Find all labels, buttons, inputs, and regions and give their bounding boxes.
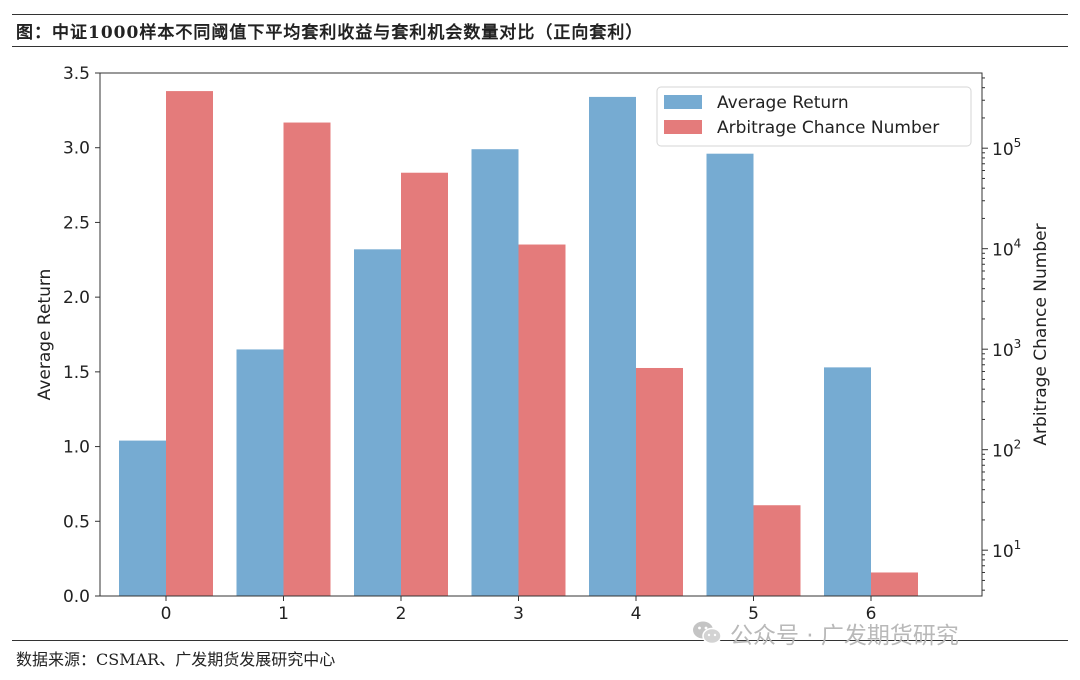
dual-axis-bar-chart: 0 1 2 3 4 5 6 0.0 0.5 1.0 1.5 2.0 2.5 3.0 3.5 Average R… <box>35 64 1051 624</box>
axes-group: 0 1 2 3 4 5 6 0.0 0.5 1.0 1.5 2.0 2.5 3.0 3.5 Average R… <box>35 64 1051 624</box>
y2-tick-label: 102 <box>992 438 1021 462</box>
chance-number-bar-4 <box>636 367 683 596</box>
y2-tick-label: 101 <box>992 538 1021 562</box>
x-tick-label: 3 <box>513 604 524 624</box>
y-tick-label: 0.5 <box>63 512 90 532</box>
wechat-icon <box>693 621 722 645</box>
y-tick-label: 0.0 <box>63 587 90 607</box>
watermark: 公众号 · 广发期货研究 <box>692 616 959 650</box>
average-return-bar-0 <box>119 440 166 596</box>
legend-box <box>656 86 972 147</box>
y-tick-label: 1.0 <box>63 438 90 458</box>
figure-source: 数据来源：CSMAR、广发期货发展研究中心 <box>16 650 336 669</box>
average-return-bar-4 <box>589 96 636 596</box>
chance-number-bar-6 <box>871 572 918 596</box>
y-axis-label: Average Return <box>35 269 55 401</box>
bars-group <box>119 91 918 597</box>
average-return-bar-1 <box>236 349 284 596</box>
y-tick-label: 2.0 <box>63 288 90 308</box>
x-tick-label: 0 <box>161 604 172 624</box>
legend: Average Return Arbitrage Chance Number <box>656 86 972 147</box>
watermark-text: 公众号 · 广发期货研究 <box>730 623 959 649</box>
average-return-bar-5 <box>706 153 754 597</box>
x-tick-label: 1 <box>278 604 289 624</box>
y2-tick-label: 103 <box>992 337 1021 361</box>
x-tick-label: 2 <box>396 604 407 624</box>
chance-number-bar-0 <box>166 91 213 596</box>
y-tick-label: 3.5 <box>63 64 90 84</box>
average-return-bar-6 <box>824 367 871 596</box>
top-rule <box>12 14 1068 15</box>
chance-number-bar-2 <box>401 172 448 596</box>
y-tick-label: 1.5 <box>63 363 90 383</box>
chance-number-bar-3 <box>518 244 566 596</box>
legend-label: Average Return <box>717 93 849 113</box>
chance-number-bar-5 <box>753 505 801 596</box>
y-tick-label: 3.0 <box>63 139 90 159</box>
plot-frame <box>99 72 983 597</box>
title-rule <box>12 46 1068 47</box>
legend-swatch <box>664 95 702 109</box>
average-return-bar-2 <box>354 249 401 596</box>
chance-number-bar-1 <box>283 122 331 596</box>
average-return-bar-3 <box>471 149 519 597</box>
x-tick-label: 6 <box>866 604 877 624</box>
y2-tick-label: 104 <box>992 237 1021 261</box>
y-tick-label: 2.5 <box>63 213 90 233</box>
y2-axis-label: Arbitrage Chance Number <box>1031 223 1051 445</box>
y2-tick-label: 105 <box>992 136 1021 160</box>
legend-label: Arbitrage Chance Number <box>717 118 939 138</box>
x-tick-label: 4 <box>631 604 642 624</box>
figure-title: 图：中证1000样本不同阈值下平均套利收益与套利机会数量对比（正向套利） <box>16 23 644 43</box>
x-tick-label: 5 <box>748 604 759 624</box>
bottom-rule <box>12 640 1068 641</box>
legend-swatch <box>664 120 702 134</box>
